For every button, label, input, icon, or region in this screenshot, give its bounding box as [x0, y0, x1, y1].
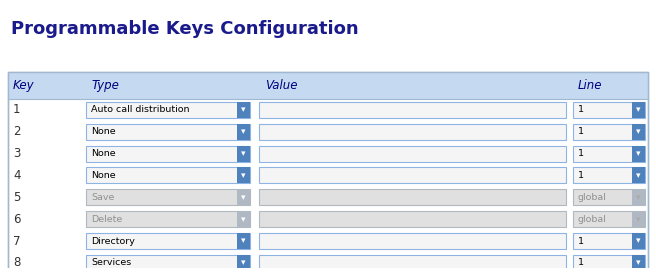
Text: 1: 1 [577, 105, 584, 114]
FancyBboxPatch shape [87, 255, 250, 271]
Text: None: None [91, 127, 115, 136]
Text: ▾: ▾ [241, 105, 245, 114]
FancyBboxPatch shape [259, 167, 566, 183]
FancyBboxPatch shape [87, 211, 250, 227]
FancyBboxPatch shape [573, 233, 645, 249]
FancyBboxPatch shape [259, 102, 566, 118]
FancyBboxPatch shape [573, 211, 645, 227]
FancyBboxPatch shape [573, 146, 645, 162]
FancyBboxPatch shape [259, 211, 566, 227]
Text: 3: 3 [13, 147, 20, 160]
Text: Value: Value [264, 79, 297, 92]
Text: 6: 6 [13, 213, 20, 226]
Text: Services: Services [91, 258, 131, 267]
FancyBboxPatch shape [573, 255, 645, 271]
FancyBboxPatch shape [237, 211, 250, 227]
FancyBboxPatch shape [8, 72, 648, 272]
Text: 4: 4 [13, 169, 20, 182]
Text: ▾: ▾ [241, 149, 245, 158]
Text: 8: 8 [13, 256, 20, 270]
FancyBboxPatch shape [632, 124, 645, 140]
Text: Delete: Delete [91, 215, 122, 224]
Text: 1: 1 [577, 237, 584, 246]
Text: ▾: ▾ [241, 193, 245, 202]
Text: 1: 1 [577, 149, 584, 158]
Text: Line: Line [578, 79, 603, 92]
Text: 1: 1 [577, 127, 584, 136]
Text: 1: 1 [577, 258, 584, 267]
FancyBboxPatch shape [259, 189, 566, 205]
FancyBboxPatch shape [237, 255, 250, 271]
FancyBboxPatch shape [87, 233, 250, 249]
Text: 2: 2 [13, 125, 20, 138]
FancyBboxPatch shape [632, 189, 645, 205]
Text: ▾: ▾ [241, 215, 245, 224]
Text: global: global [577, 193, 606, 202]
FancyBboxPatch shape [87, 189, 250, 205]
FancyBboxPatch shape [632, 146, 645, 162]
Text: Key: Key [13, 79, 35, 92]
FancyBboxPatch shape [237, 146, 250, 162]
Text: ▾: ▾ [241, 258, 245, 267]
FancyBboxPatch shape [573, 167, 645, 183]
FancyBboxPatch shape [87, 167, 250, 183]
Text: ▾: ▾ [636, 258, 640, 267]
FancyBboxPatch shape [87, 146, 250, 162]
Text: 7: 7 [13, 234, 20, 248]
Text: ▾: ▾ [636, 105, 640, 114]
FancyBboxPatch shape [8, 72, 648, 99]
FancyBboxPatch shape [632, 233, 645, 249]
Text: 1: 1 [13, 103, 20, 116]
FancyBboxPatch shape [237, 124, 250, 140]
FancyBboxPatch shape [259, 124, 566, 140]
FancyBboxPatch shape [632, 102, 645, 118]
Text: None: None [91, 171, 115, 180]
FancyBboxPatch shape [87, 102, 250, 118]
FancyBboxPatch shape [259, 146, 566, 162]
FancyBboxPatch shape [573, 124, 645, 140]
Text: Type: Type [92, 79, 119, 92]
Text: Save: Save [91, 193, 114, 202]
FancyBboxPatch shape [632, 167, 645, 183]
Text: ▾: ▾ [636, 149, 640, 158]
Text: ▾: ▾ [241, 127, 245, 136]
Text: 1: 1 [577, 171, 584, 180]
Text: None: None [91, 149, 115, 158]
FancyBboxPatch shape [573, 102, 645, 118]
FancyBboxPatch shape [237, 189, 250, 205]
FancyBboxPatch shape [87, 124, 250, 140]
FancyBboxPatch shape [259, 255, 566, 271]
Text: Programmable Keys Configuration: Programmable Keys Configuration [11, 20, 359, 38]
FancyBboxPatch shape [259, 233, 566, 249]
Text: ▾: ▾ [636, 127, 640, 136]
Text: ▾: ▾ [241, 171, 245, 180]
Text: 5: 5 [13, 191, 20, 204]
Text: ▾: ▾ [241, 237, 245, 246]
FancyBboxPatch shape [632, 255, 645, 271]
FancyBboxPatch shape [237, 167, 250, 183]
FancyBboxPatch shape [237, 233, 250, 249]
Text: ▾: ▾ [636, 171, 640, 180]
Text: ▾: ▾ [636, 215, 640, 224]
Text: Auto call distribution: Auto call distribution [91, 105, 190, 114]
Text: ▾: ▾ [636, 237, 640, 246]
FancyBboxPatch shape [573, 189, 645, 205]
Text: global: global [577, 215, 606, 224]
Text: Directory: Directory [91, 237, 134, 246]
FancyBboxPatch shape [632, 211, 645, 227]
FancyBboxPatch shape [237, 102, 250, 118]
Text: ▾: ▾ [636, 193, 640, 202]
